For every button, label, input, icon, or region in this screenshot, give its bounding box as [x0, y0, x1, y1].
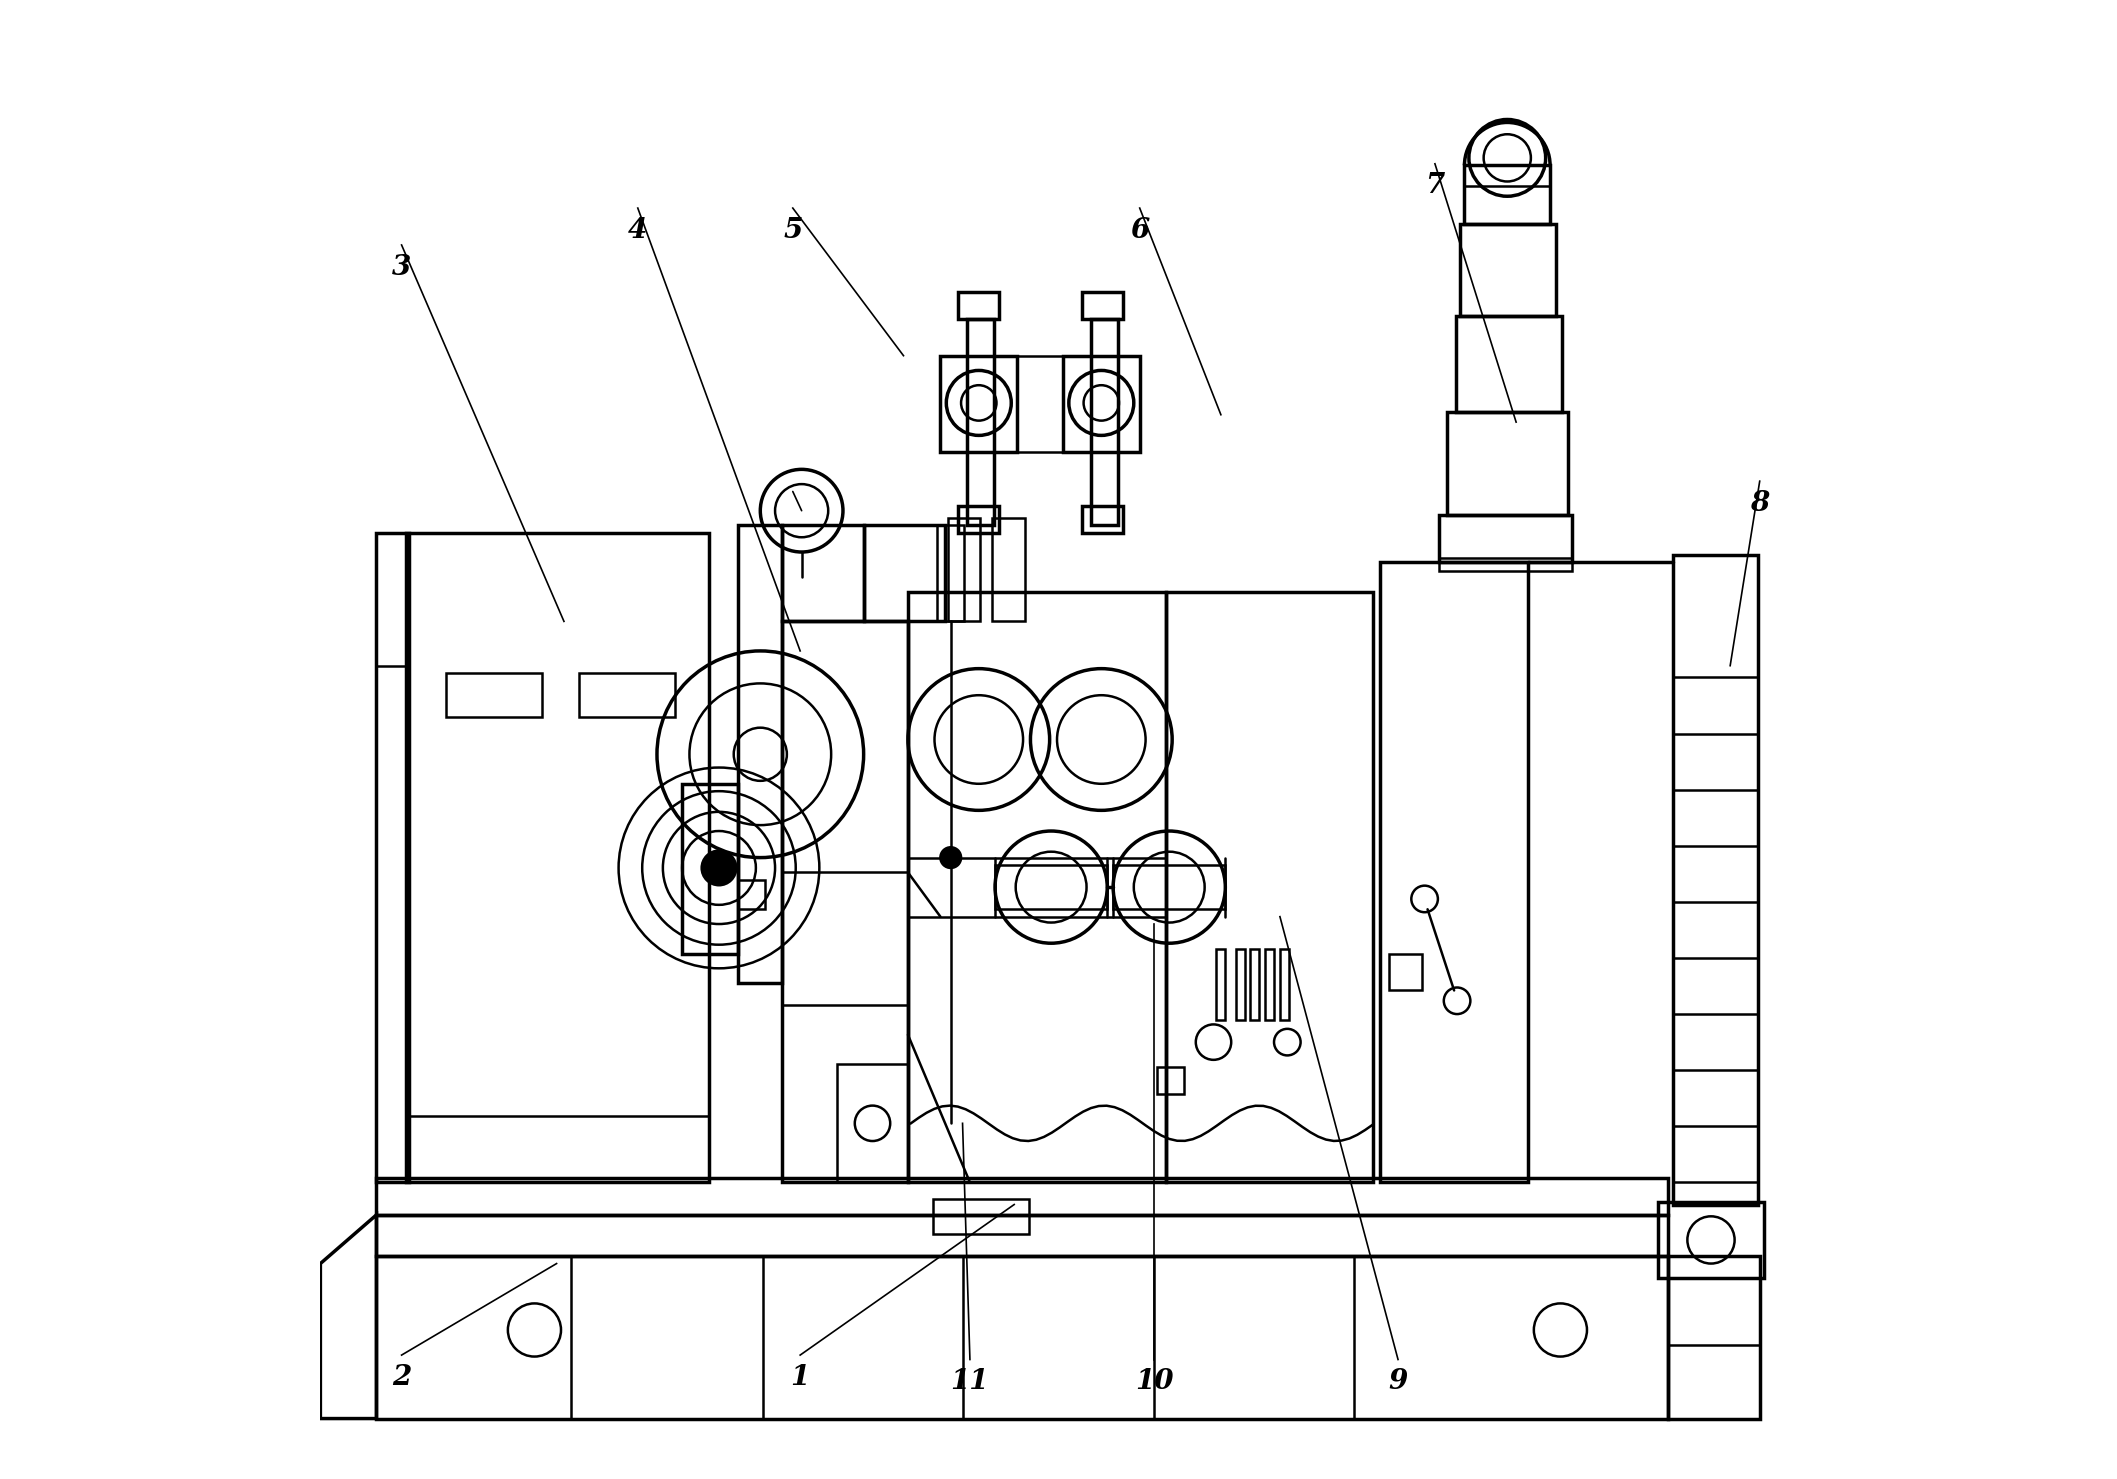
Bar: [934, 1198, 1029, 1233]
Bar: [1658, 1201, 1763, 1278]
Bar: [940, 355, 1016, 451]
Text: 4: 4: [629, 217, 648, 244]
Bar: [1440, 515, 1573, 562]
Bar: [959, 293, 999, 319]
Text: 11: 11: [951, 1368, 989, 1395]
Bar: [1158, 1068, 1183, 1094]
Bar: [948, 518, 980, 621]
Bar: [1668, 1256, 1759, 1418]
Bar: [783, 525, 864, 621]
Bar: [377, 532, 409, 1182]
Bar: [1456, 317, 1562, 411]
Bar: [1461, 225, 1556, 317]
Bar: [1440, 558, 1573, 571]
Bar: [783, 621, 908, 1182]
Bar: [1166, 592, 1374, 1182]
Text: 6: 6: [1130, 217, 1150, 244]
Bar: [1251, 950, 1260, 1021]
Bar: [377, 1214, 1668, 1256]
Bar: [967, 319, 993, 525]
Bar: [993, 518, 1025, 621]
Bar: [908, 592, 1166, 1182]
Bar: [1266, 950, 1274, 1021]
Bar: [1063, 355, 1139, 451]
Bar: [864, 525, 944, 621]
Bar: [1465, 166, 1550, 186]
Bar: [447, 673, 542, 717]
Circle shape: [701, 850, 737, 886]
Bar: [578, 673, 675, 717]
Circle shape: [940, 847, 961, 868]
Bar: [1446, 411, 1569, 515]
Bar: [995, 865, 1107, 910]
Bar: [1672, 555, 1759, 1204]
Text: 8: 8: [1751, 490, 1770, 516]
Bar: [1465, 166, 1550, 225]
Text: 3: 3: [392, 253, 411, 281]
Bar: [836, 1065, 908, 1182]
Bar: [1389, 954, 1423, 991]
Bar: [1082, 506, 1124, 532]
Text: 7: 7: [1425, 173, 1444, 200]
Bar: [938, 525, 963, 621]
Bar: [406, 532, 709, 1182]
Bar: [739, 525, 783, 984]
Bar: [1236, 950, 1245, 1021]
Text: 10: 10: [1135, 1368, 1173, 1395]
Text: 2: 2: [392, 1364, 411, 1390]
Bar: [1090, 319, 1118, 525]
Bar: [377, 1177, 1668, 1214]
Text: 9: 9: [1389, 1368, 1408, 1395]
Bar: [1217, 950, 1226, 1021]
Bar: [1380, 562, 1528, 1182]
Bar: [1114, 865, 1226, 910]
Bar: [1281, 950, 1289, 1021]
Text: 1: 1: [790, 1364, 811, 1390]
Bar: [682, 784, 739, 954]
Bar: [739, 880, 764, 910]
Text: 5: 5: [783, 217, 802, 244]
Bar: [1082, 293, 1124, 319]
Bar: [377, 1256, 1668, 1418]
Bar: [959, 506, 999, 532]
